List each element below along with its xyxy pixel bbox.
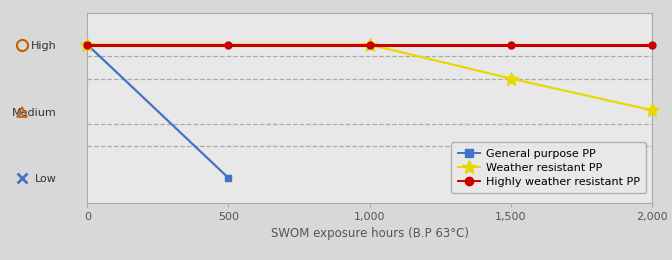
X-axis label: SWOM exposure hours (B.P 63°C): SWOM exposure hours (B.P 63°C): [271, 228, 468, 240]
Legend: General purpose PP, Weather resistant PP, Highly weather resistant PP: General purpose PP, Weather resistant PP…: [451, 142, 646, 193]
